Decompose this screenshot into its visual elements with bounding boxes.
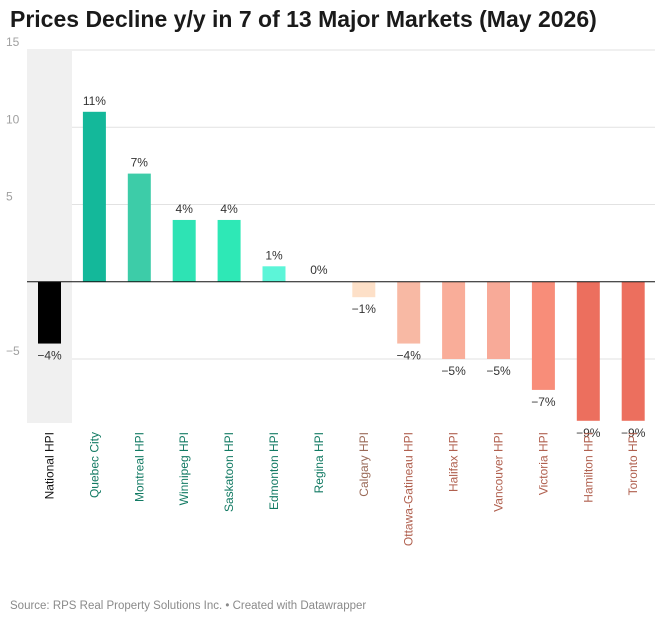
highlight-band-rect <box>27 50 72 423</box>
bar <box>487 281 510 359</box>
bar-value-label: 1% <box>265 248 283 262</box>
y-tick-label: −5 <box>6 344 20 358</box>
bar-value-label: −9% <box>621 426 646 440</box>
bar-value-label: −7% <box>531 395 556 409</box>
category-label: Victoria HPI <box>536 432 550 495</box>
value-labels: −4% 11% 7% 4% 4% 1% 0% −1% −4% −5% −5% −7% −9% −9% <box>37 94 645 440</box>
bar <box>262 266 286 282</box>
bar-value-label: −9% <box>576 426 601 440</box>
bar <box>172 219 196 282</box>
bar <box>397 281 421 344</box>
bar-value-label: −5% <box>486 364 511 378</box>
bar <box>352 281 376 298</box>
category-label: Regina HPI <box>312 432 326 493</box>
category-label: Saskatoon HPI <box>222 432 236 512</box>
highlight-band <box>27 50 72 423</box>
category-label: Halifax HPI <box>447 432 461 492</box>
source-note: Source: RPS Real Property Solutions Inc.… <box>10 600 367 612</box>
category-label: Hamilton HPI <box>581 432 595 503</box>
bar-value-label: 4% <box>220 202 238 216</box>
chart-title: Prices Decline y/y in 7 of 13 Major Mark… <box>10 6 597 32</box>
bar <box>531 281 555 390</box>
category-label: Quebec City <box>87 432 101 498</box>
grid-lines <box>27 49 655 360</box>
category-labels: National HPI Quebec City Montreal HPI Winni… <box>43 432 641 546</box>
category-label: Edmonton HPI <box>267 432 281 510</box>
bar <box>217 219 241 282</box>
category-label: Toronto HPI <box>626 432 640 495</box>
bar-value-label: 0% <box>310 263 328 277</box>
y-tick-label: 10 <box>6 112 20 126</box>
bar <box>38 281 61 344</box>
bars <box>38 111 645 421</box>
bar-value-label: −4% <box>37 349 62 363</box>
category-label: Montreal HPI <box>132 432 146 502</box>
bar-value-label: 7% <box>131 156 149 170</box>
bar <box>621 281 645 421</box>
bar-value-label: 11% <box>83 94 106 108</box>
y-tick-label: 5 <box>6 190 13 204</box>
category-label: Calgary HPI <box>357 432 371 497</box>
bar <box>576 281 600 421</box>
category-label: Winnipeg HPI <box>177 432 191 505</box>
category-label: Vancouver HPI <box>492 432 506 512</box>
bar <box>127 173 151 282</box>
bar <box>82 111 106 282</box>
category-label: Ottawa-Gatineau HPI <box>402 432 416 546</box>
bar-chart: −4% 11% 7% 4% 4% 1% 0% −1% −4% −5% −5% −7% −9% −9% 15… <box>6 35 655 546</box>
y-tick-label: 15 <box>6 35 20 49</box>
bar <box>442 281 466 359</box>
bar-value-label: −1% <box>352 302 377 316</box>
bar-value-label: −4% <box>397 349 422 363</box>
y-axis-ticks: 15 10 5 −5 <box>6 35 20 358</box>
bar-value-label: −5% <box>441 364 466 378</box>
bar-value-label: 4% <box>176 202 194 216</box>
category-label: National HPI <box>43 432 57 499</box>
